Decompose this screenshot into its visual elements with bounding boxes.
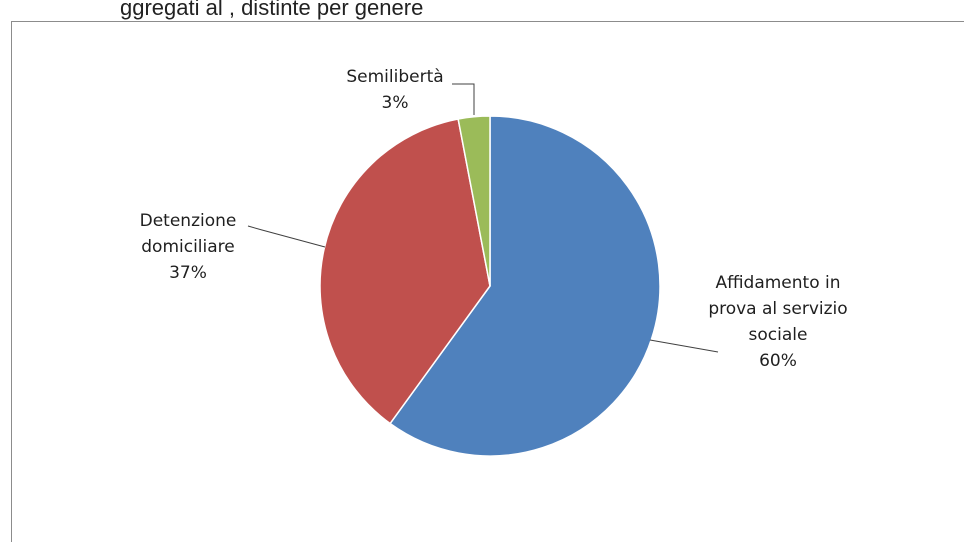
pie-slice — [319, 118, 491, 425]
leader-line — [649, 339, 719, 353]
slice-category-label: Semilibertà — [346, 67, 443, 87]
slice-category-label: domiciliare — [141, 237, 234, 257]
pie-slice — [457, 115, 491, 287]
pie-slices — [319, 115, 661, 457]
leader-lines — [247, 83, 719, 353]
leader-line — [452, 83, 475, 115]
slice-percent-label: 3% — [382, 93, 409, 113]
slice-percent-label: 37% — [169, 263, 207, 283]
pie-slice — [389, 115, 661, 457]
slice-labels: Affidamento in prova al servizio sociale 60… — [140, 67, 848, 371]
slice-category-label: sociale — [749, 325, 808, 345]
slice-category-label: Affidamento in — [715, 273, 840, 293]
header-fragment: ggregati al , distinte per genere — [120, 0, 423, 20]
slice-category-label: Detenzione — [140, 211, 237, 231]
slice-category-label: prova al servizio — [708, 299, 847, 319]
leader-line — [247, 225, 326, 248]
slice-percent-label: 60% — [759, 351, 797, 371]
